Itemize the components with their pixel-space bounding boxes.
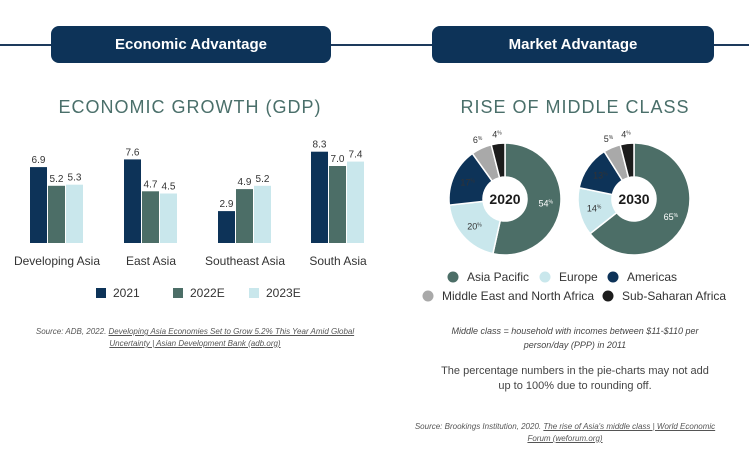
slice-value-label: 4% (492, 130, 502, 140)
percent-sign: % (549, 199, 554, 205)
slice-value: 65 (664, 212, 674, 222)
slice-value-label: 6% (473, 135, 483, 145)
middle-class-definition: Middle class = household with incomes be… (451, 326, 699, 350)
bar-value-label: 7.4 (349, 150, 363, 161)
gdp-source-link[interactable]: Developing Asia Economies Set to Grow 5.… (108, 327, 355, 348)
bar-value-label: 4.7 (144, 179, 158, 190)
slice-value: 14 (587, 203, 597, 213)
slice-value: 4 (621, 130, 626, 140)
donut-hole (612, 177, 656, 221)
percent-sign: % (603, 172, 608, 178)
slice-value: 5 (604, 134, 609, 144)
donut-year-label: 2030 (618, 191, 649, 207)
bar-value-label: 5.3 (68, 173, 82, 184)
bar-southeast-asia-2021 (218, 211, 235, 243)
percent-sign: % (626, 131, 631, 137)
bar-southeast-asia-2022e (236, 189, 253, 243)
slice-value-label: 13% (593, 171, 608, 181)
legend-label-2022e: 2022E (190, 286, 225, 300)
bar-east-asia-2022e (142, 191, 159, 243)
slice-value: 54 (539, 198, 549, 208)
slice-value: 17 (460, 177, 470, 187)
legend-label: Sub-Saharan Africa (622, 289, 726, 303)
category-label: Southeast Asia (205, 254, 285, 268)
bar-south-asia-2023e (347, 161, 364, 243)
legend-swatch-2022e (173, 288, 183, 298)
slice-value-label: 20% (467, 221, 482, 231)
middle-class-source: Source: Brookings Institution, 2020. The… (414, 422, 716, 443)
legend-dot-americas (607, 271, 619, 283)
header-rule-right (705, 44, 749, 46)
bar-developing-asia-2022e (48, 185, 65, 243)
slice-value: 20 (467, 221, 477, 231)
legend-label: Americas (627, 270, 677, 284)
bar-east-asia-2023e (160, 193, 177, 243)
bar-value-label: 7.6 (126, 147, 140, 158)
bar-developing-asia-2021 (30, 167, 47, 243)
legend-label: Asia Pacific (467, 270, 529, 284)
slice-value-label: 17% (460, 177, 475, 187)
donut-hole (483, 177, 527, 221)
slice-value: 13 (593, 171, 603, 181)
gdp-source: Source: ADB, 2022. Developing Asia Econo… (35, 327, 355, 348)
slice-value: 6 (473, 135, 478, 145)
legend-swatch-2021 (96, 288, 106, 298)
bar-southeast-asia-2023e (254, 185, 271, 243)
slice-value-label: 4% (621, 130, 631, 140)
percent-sign: % (478, 136, 483, 142)
legend-dot-middle-east-and-north-africa (422, 290, 434, 302)
gdp-chart-title: ECONOMIC GROWTH (GDP) (58, 97, 322, 117)
percent-sign: % (597, 204, 602, 210)
percent-sign: % (470, 178, 475, 184)
category-label: East Asia (126, 254, 176, 268)
category-label: South Asia (309, 254, 367, 268)
bar-south-asia-2021 (311, 151, 328, 243)
header-rule-left (0, 44, 60, 46)
donut-slice-2030-asia-pacific (589, 142, 691, 256)
percent-sign: % (477, 222, 482, 228)
bar-value-label: 4.5 (162, 182, 176, 193)
header-rule-middle (320, 44, 440, 46)
percent-sign: % (609, 135, 614, 141)
percent-sign: % (497, 131, 502, 137)
legend-dot-asia-pacific (447, 271, 459, 283)
legend-label-2023e: 2023E (266, 286, 301, 300)
slice-value-label: 14% (587, 203, 602, 213)
legend-dot-sub-saharan-africa (602, 290, 614, 302)
slice-value: 4 (492, 130, 497, 140)
donut-year-label: 2020 (489, 191, 520, 207)
legend-swatch-2023e (249, 288, 259, 298)
bar-value-label: 8.3 (313, 140, 327, 151)
market-advantage-tab: Market Advantage (432, 26, 714, 63)
bar-value-label: 4.9 (238, 177, 252, 188)
bar-value-label: 6.9 (32, 155, 46, 166)
bar-value-label: 5.2 (256, 174, 270, 185)
legend-label: Middle East and North Africa (442, 289, 594, 303)
bar-south-asia-2022e (329, 166, 346, 243)
legend-label-2021: 2021 (113, 286, 140, 300)
legend-dot-europe (539, 271, 551, 283)
slice-value-label: 54% (539, 198, 554, 208)
middle-class-source-link[interactable]: The rise of Asia's middle class | World … (527, 422, 716, 443)
bar-developing-asia-2023e (66, 184, 83, 243)
rounding-note: The percentage numbers in the pie-charts… (441, 365, 709, 392)
percent-sign: % (674, 213, 679, 219)
slice-value-label: 5% (604, 134, 614, 144)
bar-value-label: 2.9 (220, 199, 234, 210)
bar-east-asia-2021 (124, 159, 141, 243)
economic-advantage-tab: Economic Advantage (51, 26, 331, 63)
legend-label: Europe (559, 270, 598, 284)
bar-value-label: 7.0 (331, 154, 345, 165)
slice-value-label: 65% (664, 212, 679, 222)
middle-class-chart-title: RISE OF MIDDLE CLASS (460, 97, 690, 117)
bar-value-label: 5.2 (50, 174, 64, 185)
category-label: Developing Asia (14, 254, 100, 268)
